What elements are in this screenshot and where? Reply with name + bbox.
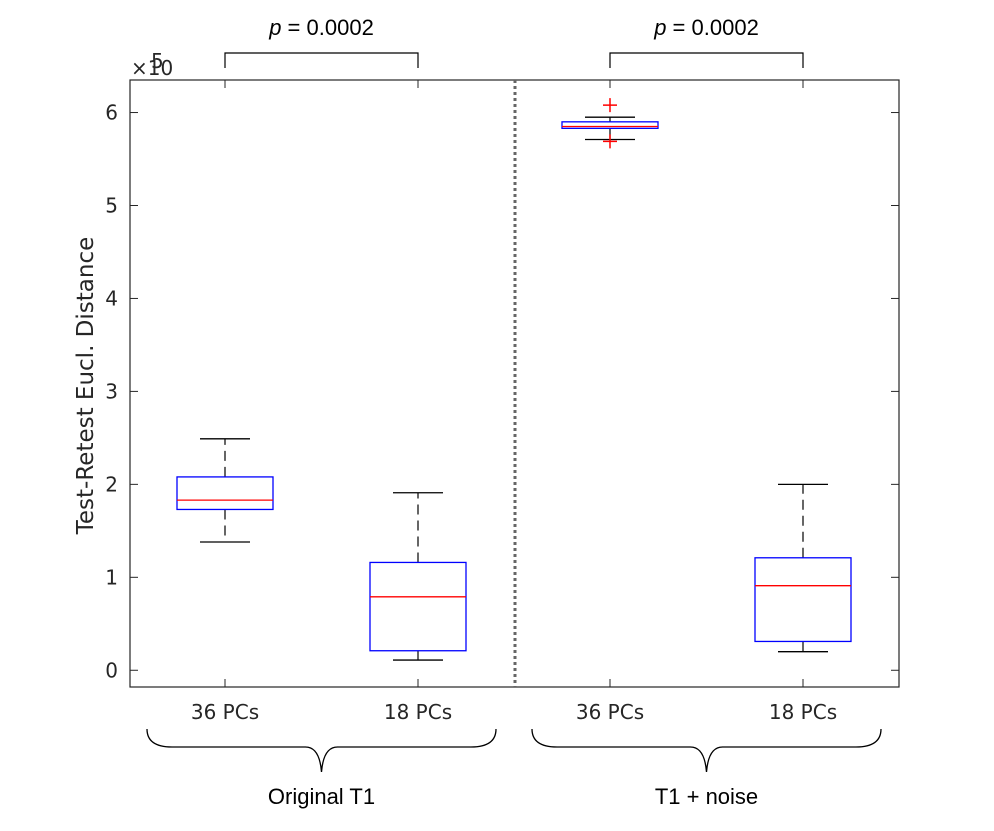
box-2: [369, 492, 467, 661]
group-label-t1-noise: T1 + noise: [655, 784, 758, 809]
significance-bracket: [224, 52, 419, 68]
y-exponent-power: 5: [151, 49, 164, 73]
group-label-original-t1: Original T1: [268, 784, 375, 809]
x-tick-label: 18 PCs: [769, 700, 837, 724]
significance-label-noise: p = 0.0002: [653, 15, 759, 40]
box-4: [754, 483, 852, 653]
y-tick-label: 2: [105, 472, 118, 496]
y-exponent-label: ×10: [131, 56, 173, 80]
outlier-marker: [603, 134, 617, 149]
iqr-box: [176, 476, 274, 511]
group-brace: [146, 728, 497, 773]
y-tick-label: 0: [105, 658, 118, 682]
x-tick-label: 36 PCs: [576, 700, 644, 724]
x-tick-label: 18 PCs: [384, 700, 452, 724]
x-tick-label: 36 PCs: [191, 700, 259, 724]
significance-bracket: [609, 52, 804, 68]
iqr-box: [561, 121, 659, 129]
group-brace: [531, 728, 882, 773]
y-axis-ticks: 0 1 2 3 4 5 6 36 PCs 18 PCs 36 PCs 18 PCs: [105, 80, 899, 724]
y-tick-label: 4: [105, 286, 118, 310]
box-3: [561, 98, 659, 149]
y-tick-label: 5: [105, 193, 118, 217]
significance-label-original: p = 0.0002: [268, 15, 374, 40]
iqr-box: [369, 561, 467, 652]
y-axis-title: Test-Retest Eucl. Distance: [73, 237, 99, 536]
box-1: [176, 438, 274, 543]
outlier-marker: [603, 98, 617, 113]
iqr-box: [754, 557, 852, 643]
plot-area: [129, 52, 900, 773]
y-tick-label: 3: [105, 379, 118, 403]
y-tick-label: 1: [105, 565, 118, 589]
y-tick-label: 6: [105, 101, 118, 125]
